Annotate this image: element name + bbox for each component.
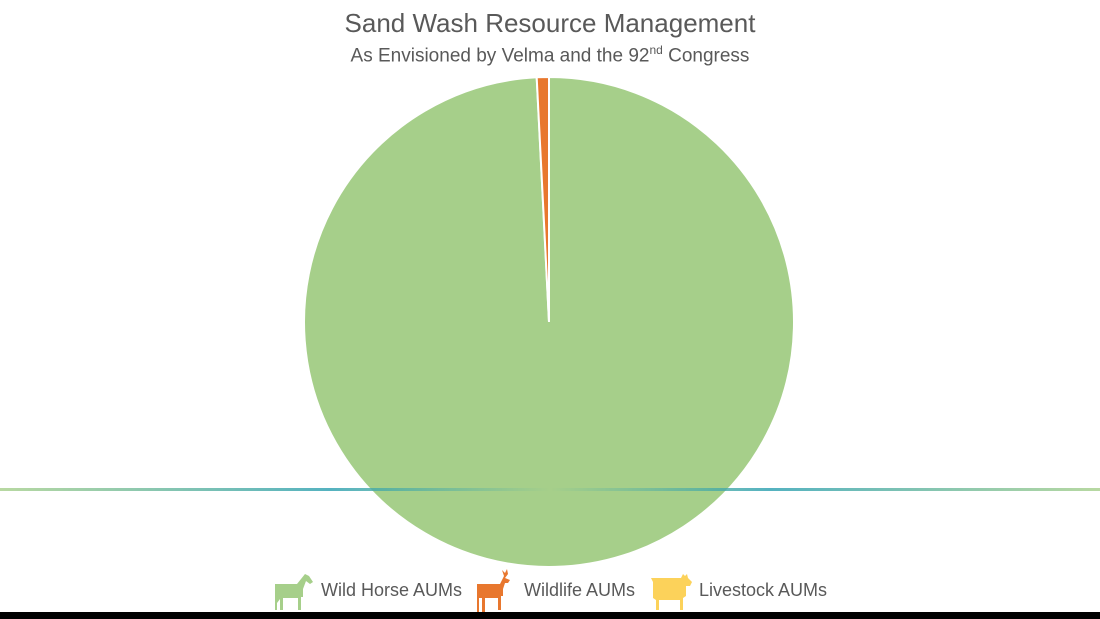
- render-artifact: [0, 488, 1100, 491]
- chart-title: Sand Wash Resource Management: [344, 8, 756, 38]
- legend-label: Wildlife AUMs: [523, 579, 635, 600]
- subtitle-text-end: Congress: [662, 45, 750, 67]
- legend-item-wildlife[interactable]: Wildlife AUMs: [476, 568, 635, 612]
- subtitle-superscript: nd: [649, 43, 663, 57]
- legend-label: Wild Horse AUMs: [320, 579, 462, 600]
- cow-icon: [651, 574, 692, 610]
- legend-item-livestock[interactable]: Livestock AUMs: [649, 570, 827, 610]
- bottom-bar: [0, 612, 1100, 619]
- deer-icon: [476, 569, 510, 612]
- horse-icon: [274, 574, 313, 610]
- subtitle-text: As Envisioned by Velma and the 92: [350, 45, 650, 67]
- legend: Wild Horse AUMs Wildlife AUMs Livestock …: [0, 568, 1100, 612]
- legend-item-wild-horse[interactable]: Wild Horse AUMs: [273, 570, 462, 610]
- legend-label: Livestock AUMs: [699, 579, 828, 600]
- pie-slice-wildlife-aums[interactable]: [535, 75, 550, 323]
- chart-subtitle: As Envisioned by Velma and the 92nd Cong…: [0, 43, 1100, 67]
